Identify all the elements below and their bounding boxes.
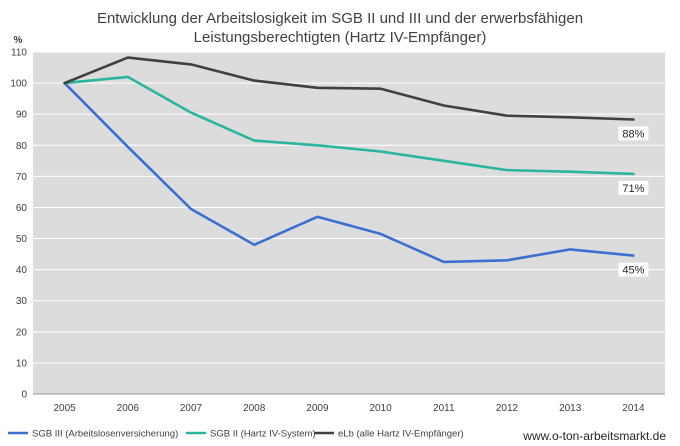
y-tick-label: 10: [16, 358, 28, 369]
legend-label: SGB III (Arbeitslosenversicherung): [32, 429, 178, 440]
end-label-text: 88%: [622, 128, 644, 140]
y-tick-label: 40: [16, 265, 28, 276]
y-axis: 0 10 20 30 40 50 60 70 80 90 100 110: [10, 48, 27, 401]
x-tick-label: 2008: [243, 403, 266, 414]
y-tick-label: 20: [16, 327, 28, 338]
series-lines: [63, 56, 635, 264]
y-tick-label: 90: [16, 110, 28, 121]
end-label-background: [618, 262, 649, 277]
y-tick-label: 80: [16, 141, 28, 152]
x-axis: 2005 2006 2007 2008 2009 2010 2011 2012 2013 2014: [33, 393, 665, 414]
legend-item-0: SGB III (Arbeitslosenversicherung): [8, 429, 178, 440]
legend-label: SGB II (Hartz IV-System): [210, 429, 316, 440]
y-tick-label: 50: [16, 234, 28, 245]
legend: SGB III (Arbeitslosenversicherung) SGB II…: [8, 429, 464, 440]
source-credit: www.o-ton-arbeitsmarkt.de: [522, 429, 666, 443]
y-tick-label: 30: [16, 296, 28, 307]
end-label-2: 88%: [618, 126, 649, 141]
x-tick-label: 2013: [559, 403, 582, 414]
y-tick-label: 110: [11, 48, 27, 59]
x-tick-label: 2010: [369, 403, 392, 414]
y-tick-label: 60: [16, 203, 28, 214]
plot-area: [33, 52, 665, 394]
legend-item-2: eLb (alle Hartz IV-Empfänger): [314, 429, 464, 440]
x-tick-label: 2007: [180, 403, 203, 414]
x-tick-label: 2014: [622, 403, 645, 414]
legend-item-1: SGB II (Hartz IV-System): [186, 429, 316, 440]
y-axis-unit: %: [14, 35, 23, 46]
end-label-background: [618, 180, 649, 195]
x-tick-label: 2005: [53, 403, 76, 414]
chart-title-line-2: Leistungsberechtigten (Hartz IV-Empfänge…: [194, 29, 487, 46]
y-tick-label: 100: [10, 79, 27, 90]
series-line-1: [63, 75, 635, 176]
end-label-1: 71%: [618, 180, 649, 195]
y-grid: [33, 51, 665, 364]
end-label-0: 45%: [618, 262, 649, 277]
x-tick-label: 2009: [306, 403, 329, 414]
end-label-text: 45%: [622, 265, 644, 277]
x-tick-label: 2012: [496, 403, 519, 414]
y-tick-label: 0: [21, 390, 27, 401]
series-line-0: [63, 81, 635, 264]
end-labels: 45% 71% 88%: [618, 126, 649, 277]
end-label-background: [618, 126, 649, 141]
x-tick-label: 2011: [433, 403, 455, 414]
end-label-text: 71%: [622, 183, 644, 195]
y-tick-label: 70: [16, 172, 28, 183]
chart-title-line-1: Entwicklung der Arbeitslosigkeit im SGB …: [97, 10, 583, 27]
series-line-2: [63, 56, 635, 121]
x-tick-label: 2006: [117, 403, 140, 414]
legend-label: eLb (alle Hartz IV-Empfänger): [338, 429, 464, 440]
